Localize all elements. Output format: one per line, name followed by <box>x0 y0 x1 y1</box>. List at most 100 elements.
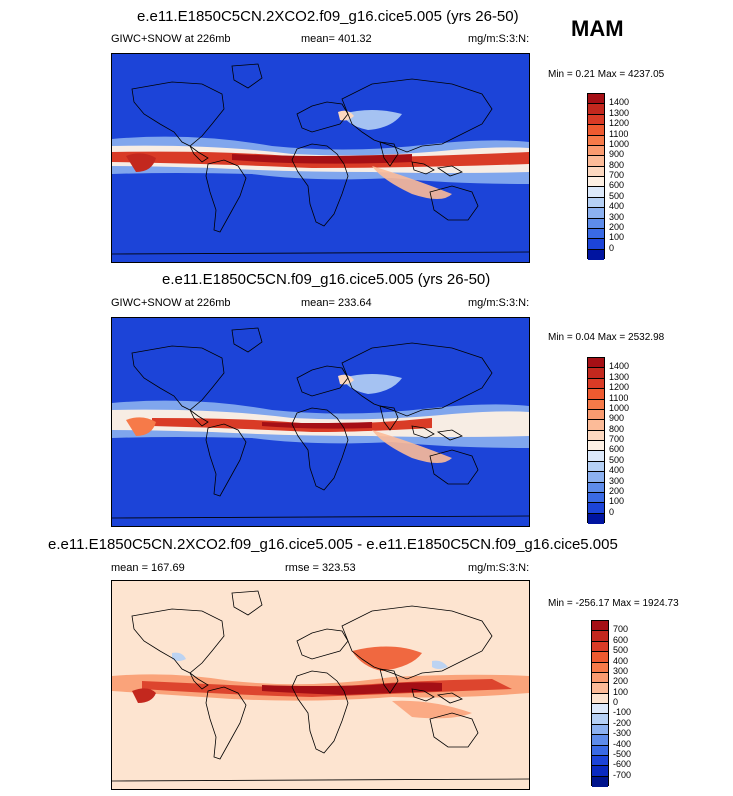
colorbar-tick-label: 200 <box>613 676 629 687</box>
panel3-rmse: rmse = 323.53 <box>285 562 356 574</box>
coastline <box>296 365 349 397</box>
colorbar-tick-label: -400 <box>613 738 632 749</box>
colorbar-tick-label: 600 <box>613 634 629 645</box>
panel2-variable: GIWC+SNOW at 226mb <box>111 297 231 309</box>
colorbar-tick-label: 500 <box>613 645 629 656</box>
colorbar-tick-label: 200 <box>609 221 625 232</box>
colorbar-tick-label: 1300 <box>609 371 630 382</box>
panel2-mean: mean= 233.64 <box>301 297 372 309</box>
panel3-title: e.e11.E1850C5CN.2XCO2.f09_g16.cice5.005 … <box>48 536 618 553</box>
colorbar-swatch <box>592 714 608 725</box>
colorbar-tick-label: -500 <box>613 748 632 759</box>
colorbar-swatch <box>588 145 604 157</box>
map-field <box>112 581 529 789</box>
map-field <box>112 318 529 526</box>
colorbar-swatch <box>588 187 604 198</box>
coastline <box>205 159 247 233</box>
colorbar-swatch <box>592 641 608 653</box>
coastline <box>231 590 263 616</box>
colorbar-tick-label: 500 <box>609 190 625 201</box>
coastline <box>341 342 493 417</box>
colorbar-tick-label: 900 <box>609 413 625 424</box>
colorbar-tick-label: 1400 <box>609 97 630 108</box>
colorbar-swatch <box>592 724 608 736</box>
colorbar-swatch <box>588 239 604 250</box>
coastline <box>436 165 463 177</box>
coastline <box>411 688 435 702</box>
colorbar-swatch <box>588 249 604 260</box>
coastline <box>296 101 349 133</box>
colorbar-tick-label: 1100 <box>609 392 629 403</box>
colorbar-swatch <box>588 503 604 514</box>
coastline <box>411 425 435 439</box>
field-band-core <box>232 154 412 164</box>
coastline <box>231 327 263 353</box>
colorbar-swatch <box>592 672 608 684</box>
colorbar-tick-label: 0 <box>609 506 615 517</box>
colorbar-swatch <box>588 472 604 483</box>
colorbar-swatch <box>588 166 604 177</box>
colorbar-swatch <box>592 662 608 673</box>
colorbar-tick-label: -300 <box>613 728 632 739</box>
decrease-blob <box>172 652 186 661</box>
coastline <box>189 672 209 690</box>
colorbar-swatch <box>588 482 604 493</box>
panel1-colorbar <box>587 93 605 260</box>
decrease-blob <box>432 660 448 669</box>
colorbar-tick-label: 0 <box>609 242 615 253</box>
colorbar-tick-label: 800 <box>609 159 625 170</box>
colorbar-tick-label: 100 <box>613 686 629 697</box>
colorbar-swatch <box>588 430 604 441</box>
panel1-minmax: Min = 0.21 Max = 4237.05 <box>548 69 665 80</box>
colorbar-swatch <box>592 683 608 694</box>
coastline <box>131 608 225 674</box>
colorbar-tick-label: 400 <box>609 201 625 212</box>
panel3-mean: mean = 167.69 <box>111 562 185 574</box>
colorbar-swatch <box>588 114 604 126</box>
colorbar-tick-label: 200 <box>609 485 625 496</box>
colorbar-tick-label: -100 <box>613 707 632 718</box>
amazon-blob <box>126 417 156 436</box>
colorbar-tick-label: 400 <box>609 465 625 476</box>
colorbar-tick-label: 700 <box>609 434 625 444</box>
colorbar-swatch <box>588 399 604 410</box>
colorbar-tick-label: 1100 <box>609 128 629 139</box>
colorbar-swatch <box>592 704 608 715</box>
coastline <box>436 692 463 704</box>
coastline <box>131 345 225 411</box>
colorbar-swatch <box>592 693 608 704</box>
panel2-colorbar <box>587 357 605 524</box>
colorbar-swatch <box>588 420 604 431</box>
coastline <box>296 628 349 660</box>
coastline <box>112 515 529 519</box>
colorbar-tick-label: 100 <box>609 232 625 243</box>
coastline <box>205 423 247 497</box>
colorbar-swatch <box>588 409 604 421</box>
colorbar-swatch <box>592 735 608 746</box>
panel3-units: mg/m:S:3:N: <box>468 562 530 574</box>
panel3-map <box>111 580 530 790</box>
coastline <box>131 81 225 147</box>
colorbar-tick-label: 1000 <box>609 402 630 413</box>
coastline <box>429 449 479 485</box>
coastline <box>189 145 209 163</box>
coastline <box>379 405 399 431</box>
colorbar-swatch <box>588 218 604 229</box>
spcz-tongue <box>372 166 452 199</box>
colorbar-swatch <box>592 621 608 632</box>
colorbar-tick-label: 900 <box>609 149 625 160</box>
colorbar-tick-label: 1000 <box>609 138 630 149</box>
colorbar-swatch <box>588 197 604 209</box>
panel3-minmax: Min = -256.17 Max = 1924.73 <box>548 598 679 609</box>
coastline <box>429 185 479 221</box>
asia-highland <box>342 110 402 130</box>
colorbar-tick-label: 1200 <box>609 382 630 393</box>
coastline <box>291 670 349 754</box>
panel1-title: e.e11.E1850C5CN.2XCO2.f09_g16.cice5.005 … <box>137 8 519 25</box>
colorbar-tick-label: -600 <box>613 759 632 770</box>
colorbar-swatch <box>588 104 604 115</box>
colorbar-tick-label: 1400 <box>609 361 630 372</box>
colorbar-tick-label: 1300 <box>609 107 630 118</box>
colorbar-swatch <box>588 389 604 400</box>
colorbar-tick-label: 700 <box>613 624 629 635</box>
